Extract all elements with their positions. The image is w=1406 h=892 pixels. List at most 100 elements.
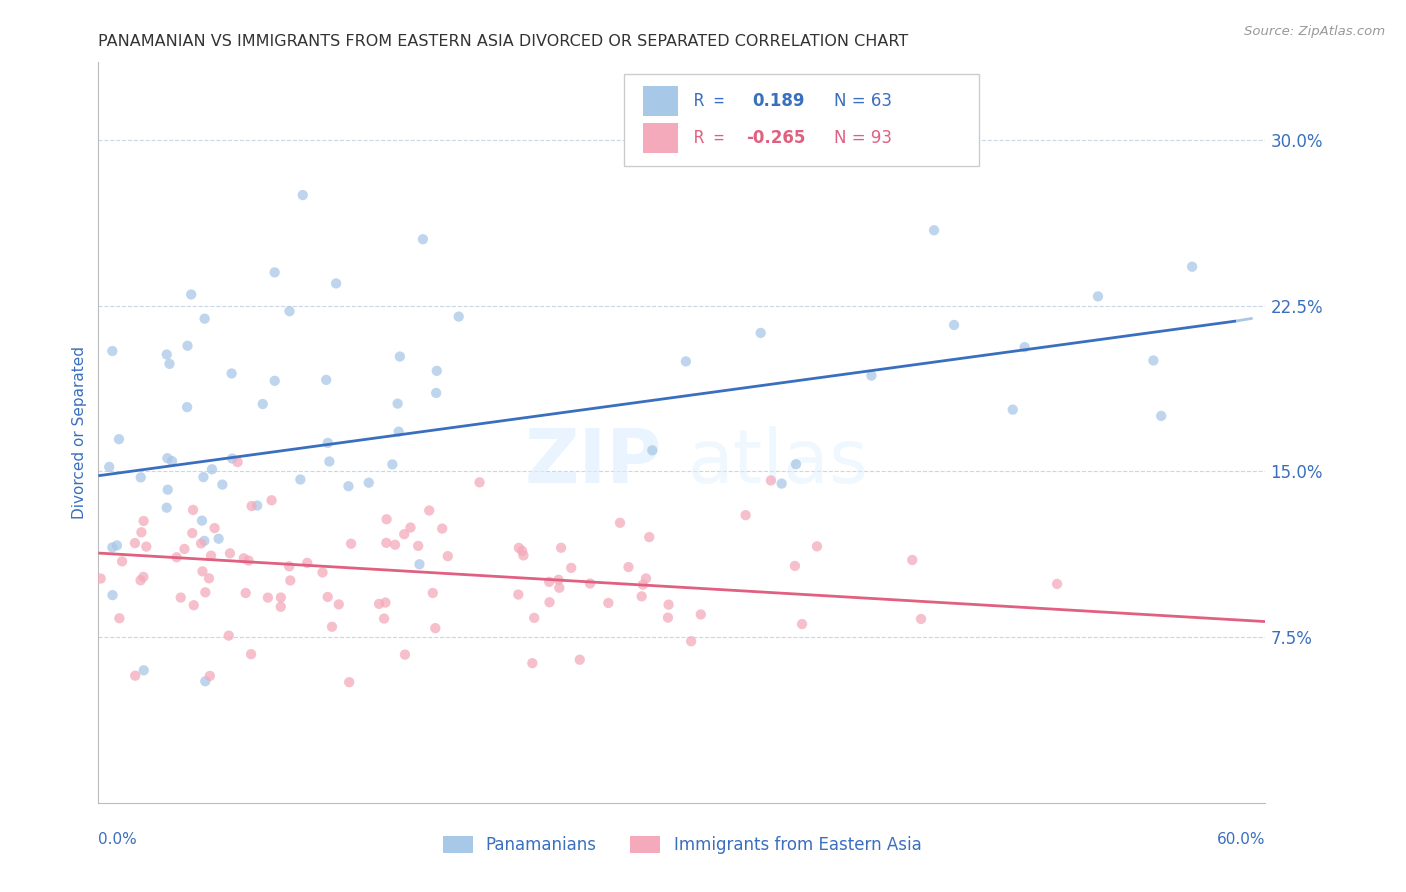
Point bbox=[1150, 409, 1173, 423]
Point bbox=[425, 621, 447, 635]
Point bbox=[173, 541, 195, 556]
Point bbox=[201, 462, 224, 476]
Point bbox=[681, 634, 703, 648]
Point bbox=[108, 432, 131, 446]
Point bbox=[211, 477, 233, 491]
Point bbox=[156, 483, 179, 497]
Point bbox=[749, 326, 772, 340]
Point bbox=[270, 591, 292, 605]
Point bbox=[240, 647, 263, 661]
Point bbox=[111, 554, 134, 568]
Text: ZIP: ZIP bbox=[524, 425, 662, 499]
Point bbox=[315, 373, 337, 387]
Text: N = 93: N = 93 bbox=[834, 129, 891, 147]
Point bbox=[783, 558, 806, 573]
Point bbox=[447, 310, 470, 324]
Point bbox=[325, 277, 347, 291]
Point bbox=[135, 540, 157, 554]
Point bbox=[374, 596, 396, 610]
Point bbox=[388, 350, 411, 364]
Point bbox=[98, 459, 121, 474]
Point bbox=[538, 595, 561, 609]
Point bbox=[270, 599, 292, 614]
Point bbox=[90, 572, 112, 586]
Point bbox=[375, 512, 398, 526]
Point bbox=[357, 475, 380, 490]
Point bbox=[108, 611, 131, 625]
Bar bbox=[644, 123, 679, 153]
Point bbox=[101, 541, 124, 555]
Point bbox=[176, 400, 198, 414]
Point bbox=[734, 508, 756, 523]
Point bbox=[806, 540, 828, 554]
Point bbox=[631, 577, 654, 591]
Point bbox=[436, 549, 458, 563]
Bar bbox=[644, 87, 679, 116]
Point bbox=[418, 503, 440, 517]
Point bbox=[291, 188, 314, 202]
Point bbox=[260, 493, 283, 508]
Point bbox=[425, 386, 447, 401]
Point bbox=[278, 574, 301, 588]
Point bbox=[579, 576, 602, 591]
Point bbox=[226, 455, 249, 469]
Point bbox=[381, 458, 404, 472]
Point bbox=[132, 663, 155, 677]
Point bbox=[328, 598, 350, 612]
Point bbox=[263, 265, 285, 279]
Point bbox=[510, 544, 533, 558]
Point bbox=[311, 566, 333, 580]
Point bbox=[910, 612, 932, 626]
Point bbox=[198, 669, 221, 683]
Point bbox=[422, 586, 444, 600]
Point bbox=[368, 597, 391, 611]
Point bbox=[191, 565, 214, 579]
Text: R =: R = bbox=[693, 92, 734, 110]
Point bbox=[394, 527, 416, 541]
Point bbox=[290, 473, 312, 487]
Point bbox=[508, 588, 530, 602]
Point bbox=[785, 457, 807, 471]
Point bbox=[387, 397, 409, 411]
Point bbox=[522, 656, 544, 670]
Point bbox=[426, 364, 449, 378]
Point bbox=[218, 629, 240, 643]
Point bbox=[408, 558, 430, 572]
Point bbox=[394, 648, 416, 662]
Point bbox=[598, 596, 620, 610]
Point bbox=[156, 347, 179, 361]
Text: R =: R = bbox=[693, 129, 734, 147]
Point bbox=[194, 585, 217, 599]
Point bbox=[132, 570, 155, 584]
Point bbox=[101, 588, 124, 602]
Point bbox=[1046, 577, 1069, 591]
Point bbox=[257, 591, 280, 605]
Point bbox=[190, 536, 212, 550]
Point bbox=[468, 475, 491, 490]
Point bbox=[181, 526, 204, 541]
Point bbox=[246, 499, 269, 513]
Text: Source: ZipAtlas.com: Source: ZipAtlas.com bbox=[1244, 25, 1385, 38]
Point bbox=[180, 287, 202, 301]
Point bbox=[207, 532, 229, 546]
Text: atlas: atlas bbox=[688, 425, 869, 499]
Point bbox=[170, 591, 193, 605]
Point bbox=[860, 368, 883, 383]
Point bbox=[675, 354, 697, 368]
Point bbox=[759, 474, 782, 488]
Point bbox=[617, 560, 640, 574]
Point bbox=[193, 533, 215, 548]
Point bbox=[548, 581, 571, 595]
Point bbox=[160, 454, 183, 468]
Point bbox=[263, 374, 285, 388]
Point bbox=[384, 538, 406, 552]
Text: 0.0%: 0.0% bbox=[98, 832, 138, 847]
Point bbox=[176, 339, 198, 353]
Point bbox=[641, 443, 664, 458]
Point bbox=[388, 425, 411, 439]
Point bbox=[204, 521, 226, 535]
Point bbox=[770, 476, 793, 491]
Point bbox=[901, 553, 924, 567]
Point bbox=[235, 586, 257, 600]
Point bbox=[1014, 340, 1036, 354]
